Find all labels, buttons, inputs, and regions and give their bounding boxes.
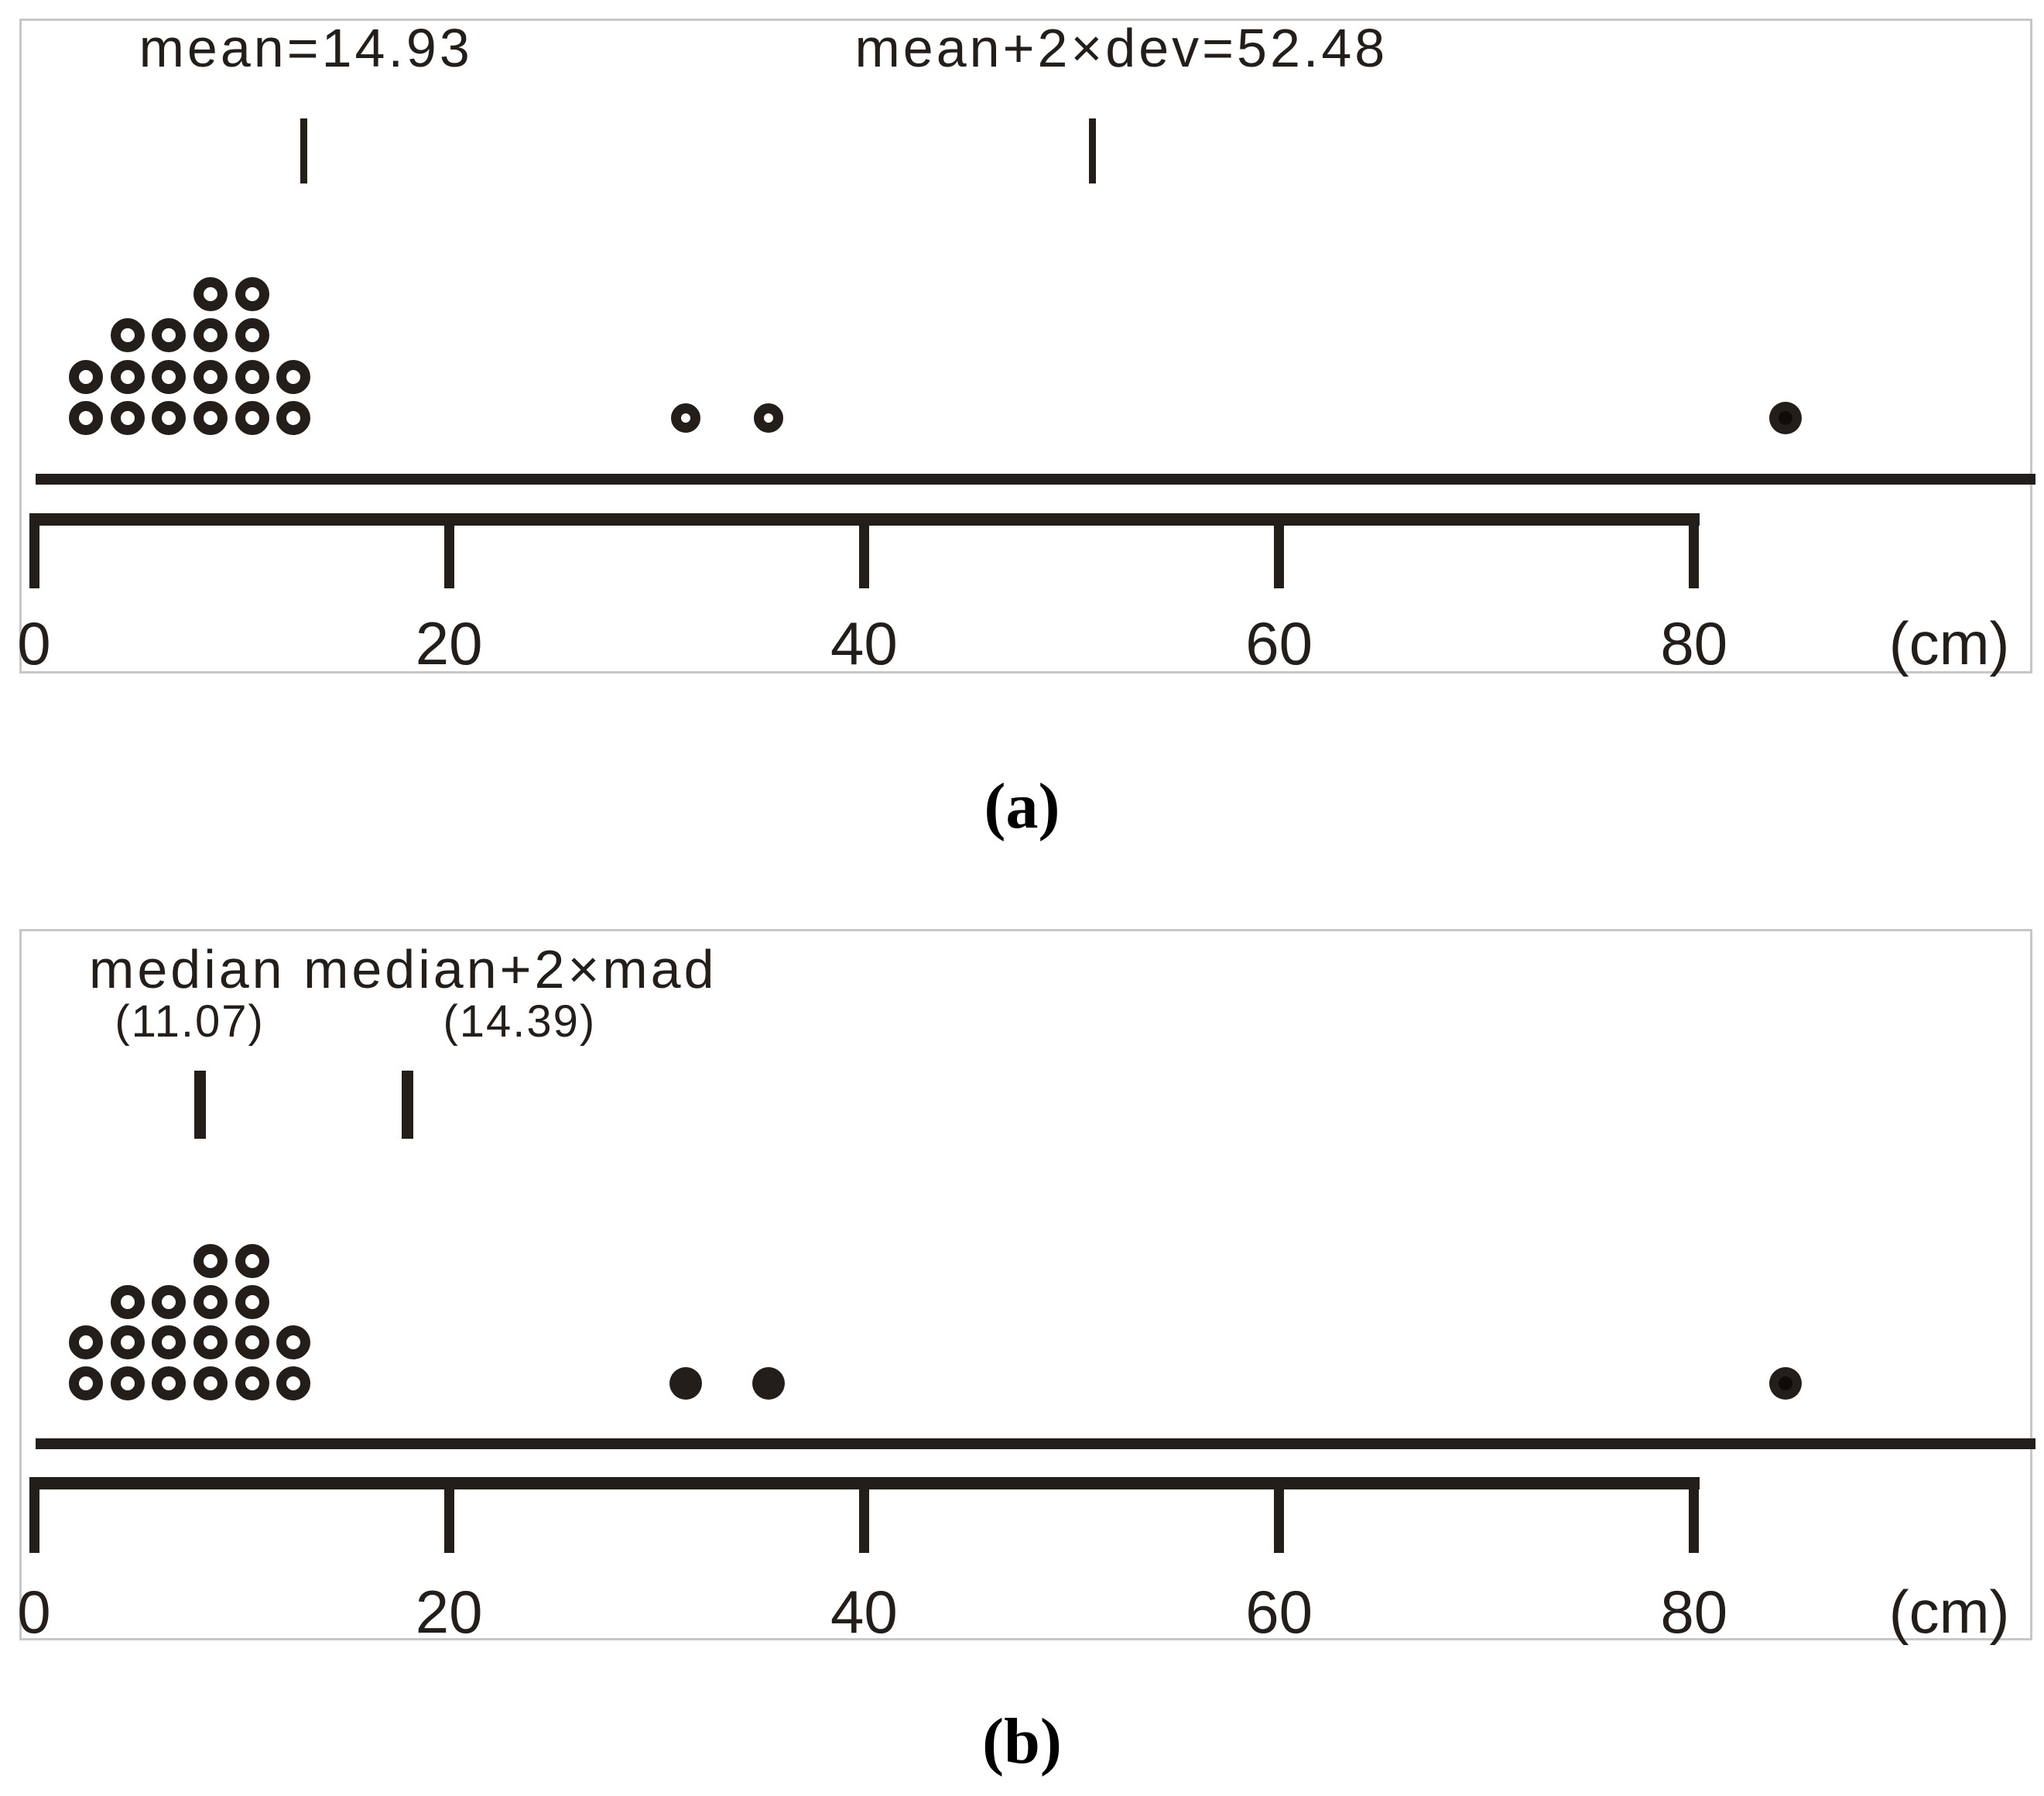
ruler-tick <box>1689 513 1700 588</box>
data-dot <box>670 403 700 433</box>
data-dot <box>69 1325 104 1360</box>
data-dot <box>276 1366 311 1400</box>
data-dot <box>235 1284 269 1319</box>
data-dot <box>110 1325 145 1360</box>
number-line <box>36 1438 2035 1449</box>
data-dot <box>69 1366 104 1400</box>
data-dot <box>152 1284 187 1319</box>
data-dot <box>235 318 269 353</box>
data-dot <box>193 1243 228 1278</box>
data-dot <box>152 318 187 353</box>
axis-unit-label: (cm) <box>1888 609 2010 677</box>
ruler-tick <box>443 1477 454 1553</box>
axis-tick-label: 40 <box>830 609 898 677</box>
data-dot <box>235 1366 269 1400</box>
caption-b: (b) <box>982 1705 1062 1777</box>
ruler-tick <box>858 513 869 588</box>
data-dot <box>193 277 228 312</box>
marker-tick <box>193 1071 206 1139</box>
axis-tick-label: 60 <box>1245 609 1313 677</box>
data-dot <box>235 401 269 435</box>
data-dot <box>110 359 145 394</box>
axis-tick-label: 80 <box>1660 1578 1728 1646</box>
data-dot <box>110 1366 145 1400</box>
axis-tick-label: 40 <box>830 1578 898 1646</box>
axis-unit-label: (cm) <box>1888 1578 2010 1646</box>
data-dot <box>754 403 784 433</box>
ruler-tick <box>29 513 39 588</box>
data-dot <box>69 359 104 394</box>
ruler-tick <box>1689 1477 1700 1553</box>
data-dot <box>152 1366 187 1400</box>
axis-tick-label: 20 <box>415 1578 483 1646</box>
axis-tick-label: 0 <box>17 609 51 677</box>
annotation-label: mean+2×dev=52.48 <box>854 18 1388 78</box>
caption-a: (a) <box>984 770 1060 842</box>
ruler-tick <box>1274 513 1285 588</box>
annotation-label: median median+2×mad <box>89 939 717 999</box>
data-dot <box>69 401 104 435</box>
dotplot-panel-b: median median+2×mad (11.07) (14.39) 0 20 40 60… <box>17 929 2035 1646</box>
axis-tick-label: 20 <box>415 609 483 677</box>
dotplot-panel-a: mean=14.93 mean+2×dev=52.48 0 20 40 60 80 (cm) <box>17 18 2035 677</box>
data-dot <box>152 359 187 394</box>
data-dot <box>235 277 269 312</box>
data-dot <box>1768 1367 1802 1400</box>
number-line <box>36 474 2035 485</box>
data-dot <box>152 1325 187 1360</box>
data-dot-core <box>1778 1376 1792 1390</box>
data-dot-core <box>1778 411 1792 425</box>
data-dot <box>110 318 145 353</box>
data-dot <box>669 1367 702 1400</box>
data-dot <box>193 318 228 353</box>
marker-tick <box>1088 118 1096 183</box>
ruler-tick <box>1274 1477 1285 1553</box>
data-dot <box>193 1366 228 1400</box>
data-dot <box>276 1325 311 1360</box>
data-dot <box>235 1243 269 1278</box>
data-dot <box>193 1325 228 1360</box>
annotation-label: (11.07) <box>115 996 265 1047</box>
data-dot <box>110 1284 145 1319</box>
ruler-tick <box>858 1477 869 1553</box>
axis-tick-label: 0 <box>17 1578 51 1646</box>
data-dot <box>235 1325 269 1360</box>
data-dot <box>193 1284 228 1319</box>
data-dot <box>193 359 228 394</box>
axis-tick-label: 80 <box>1660 609 1728 677</box>
marker-tick <box>402 1071 414 1139</box>
data-dot <box>276 359 311 394</box>
marker-tick <box>300 118 308 183</box>
data-dot <box>752 1367 786 1400</box>
axis-tick-label: 60 <box>1245 1578 1313 1646</box>
data-dot <box>235 359 269 394</box>
annotation-label: (14.39) <box>443 996 597 1047</box>
data-dot <box>1768 402 1802 434</box>
ruler-tick <box>29 1477 39 1553</box>
data-dot <box>110 401 145 435</box>
annotation-label: mean=14.93 <box>139 18 473 78</box>
ruler-tick <box>443 513 454 588</box>
data-dot <box>152 401 187 435</box>
data-dot <box>276 401 311 435</box>
data-dot <box>193 401 228 435</box>
